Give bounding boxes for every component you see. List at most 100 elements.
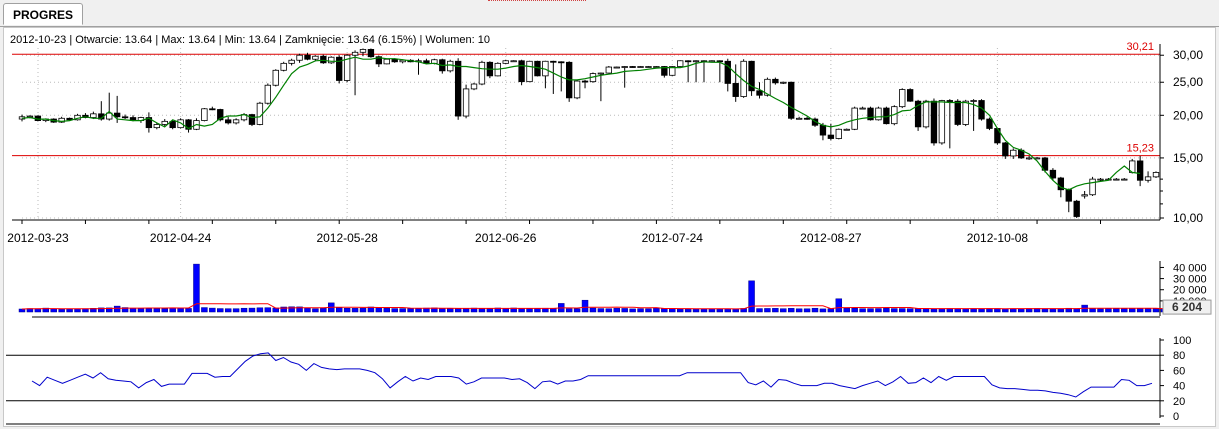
candle-body bbox=[748, 60, 755, 92]
candle-body bbox=[336, 56, 343, 81]
volume-bar bbox=[320, 308, 327, 313]
candle-body bbox=[835, 128, 842, 139]
candle-body bbox=[1144, 176, 1152, 181]
volume-bar bbox=[312, 308, 319, 313]
price-hlines: 30,21 15,23 bbox=[12, 41, 1160, 157]
volume-bar bbox=[692, 308, 700, 313]
candle-body bbox=[677, 60, 684, 67]
candle-body bbox=[764, 78, 771, 96]
candle-body bbox=[756, 90, 763, 96]
osc-tick-label: 0 bbox=[1173, 411, 1179, 423]
volume-bar bbox=[954, 308, 961, 313]
candle-body bbox=[1049, 169, 1057, 179]
candle-body bbox=[383, 58, 390, 65]
candle-body bbox=[962, 100, 969, 125]
volume-bar bbox=[1121, 308, 1128, 313]
candle-body bbox=[716, 60, 724, 63]
volume-bar bbox=[534, 308, 541, 313]
candle-body bbox=[391, 58, 398, 63]
last-volume-box bbox=[1162, 299, 1212, 315]
volume-bar bbox=[748, 280, 755, 313]
volume-bar bbox=[661, 308, 668, 313]
candle-body bbox=[827, 134, 835, 139]
candle-body bbox=[248, 114, 256, 125]
candle-body bbox=[288, 59, 295, 64]
candle-body bbox=[1010, 149, 1017, 157]
volume-tick-label: 20 000 bbox=[1173, 285, 1207, 297]
candle-body bbox=[1089, 178, 1096, 196]
volume-bar bbox=[835, 298, 843, 313]
level-label: 15,23 bbox=[1126, 143, 1154, 155]
candle-body bbox=[692, 60, 700, 63]
volume-bar bbox=[486, 308, 494, 313]
candle-body bbox=[946, 100, 953, 102]
candle-body bbox=[1136, 160, 1144, 181]
candle-body bbox=[304, 54, 311, 60]
volume-bar bbox=[1136, 308, 1144, 313]
volume-bar bbox=[375, 307, 383, 313]
volume-bar bbox=[756, 308, 763, 313]
level-label: 30,21 bbox=[1126, 41, 1154, 53]
volume-bar bbox=[106, 307, 113, 313]
candle-body bbox=[447, 60, 454, 72]
candle-body bbox=[185, 119, 192, 130]
volume-bar bbox=[98, 307, 105, 313]
candle-body bbox=[684, 60, 692, 63]
candles bbox=[18, 48, 1160, 218]
volume-bar bbox=[351, 308, 359, 313]
candle-body bbox=[343, 54, 351, 81]
volume-bar bbox=[1041, 308, 1049, 313]
oscillator-panel: 100 80 60 40 20 0 bbox=[6, 335, 1191, 425]
candle-body bbox=[272, 69, 279, 86]
volume-bar bbox=[391, 308, 398, 313]
volume-bar bbox=[145, 308, 153, 313]
volume-bar bbox=[137, 308, 145, 313]
volume-bar bbox=[454, 308, 462, 313]
oscillator-line bbox=[31, 352, 1153, 398]
volume-bar bbox=[399, 308, 406, 313]
candle-body bbox=[209, 108, 216, 111]
volume-bar bbox=[621, 308, 628, 313]
osc-tick-label: 100 bbox=[1173, 335, 1191, 347]
volume-bar bbox=[637, 308, 644, 313]
dotted-marker bbox=[488, 0, 586, 1]
candle-body bbox=[518, 60, 525, 83]
volume-bar bbox=[502, 308, 509, 313]
candle-body bbox=[938, 100, 946, 144]
volume-bar bbox=[129, 307, 137, 313]
candle-body bbox=[1081, 194, 1088, 197]
x-tick-label: 2012-10-08 bbox=[967, 231, 1029, 245]
candle-body bbox=[621, 66, 628, 68]
candle-body bbox=[66, 117, 73, 121]
volume-bar bbox=[1152, 308, 1160, 313]
volume-bar bbox=[962, 308, 969, 313]
volume-bar bbox=[613, 308, 620, 313]
volume-bar bbox=[1057, 308, 1065, 313]
volume-bar bbox=[447, 308, 454, 313]
candle-body bbox=[573, 80, 581, 99]
volume-bar bbox=[795, 308, 803, 313]
price-grid bbox=[22, 48, 1160, 220]
candle-body bbox=[1002, 142, 1009, 157]
candle-body bbox=[225, 119, 232, 124]
volume-bar bbox=[240, 307, 248, 313]
osc-tick-label: 60 bbox=[1173, 365, 1185, 377]
volume-bar bbox=[1002, 308, 1009, 313]
volume-bar bbox=[383, 308, 391, 313]
candle-body bbox=[986, 118, 993, 129]
candle-body bbox=[320, 55, 327, 64]
tab-progres[interactable]: PROGRES bbox=[3, 3, 84, 25]
volume-bar bbox=[288, 306, 295, 313]
moving-average bbox=[21, 56, 1141, 191]
candle-body bbox=[724, 60, 731, 84]
price-axis: 30,00 25,00 20,00 15,00 10,00 2012-03-23 2012-… bbox=[7, 44, 1203, 245]
volume-bar bbox=[906, 308, 914, 313]
x-tick-label: 2012-06-26 bbox=[475, 231, 537, 245]
candle-body bbox=[906, 89, 914, 102]
candle-body bbox=[1073, 200, 1080, 217]
volume-bar bbox=[922, 308, 930, 313]
x-tick-label: 2012-05-28 bbox=[316, 231, 378, 245]
candle-body bbox=[819, 124, 827, 136]
candle-body bbox=[510, 60, 517, 63]
